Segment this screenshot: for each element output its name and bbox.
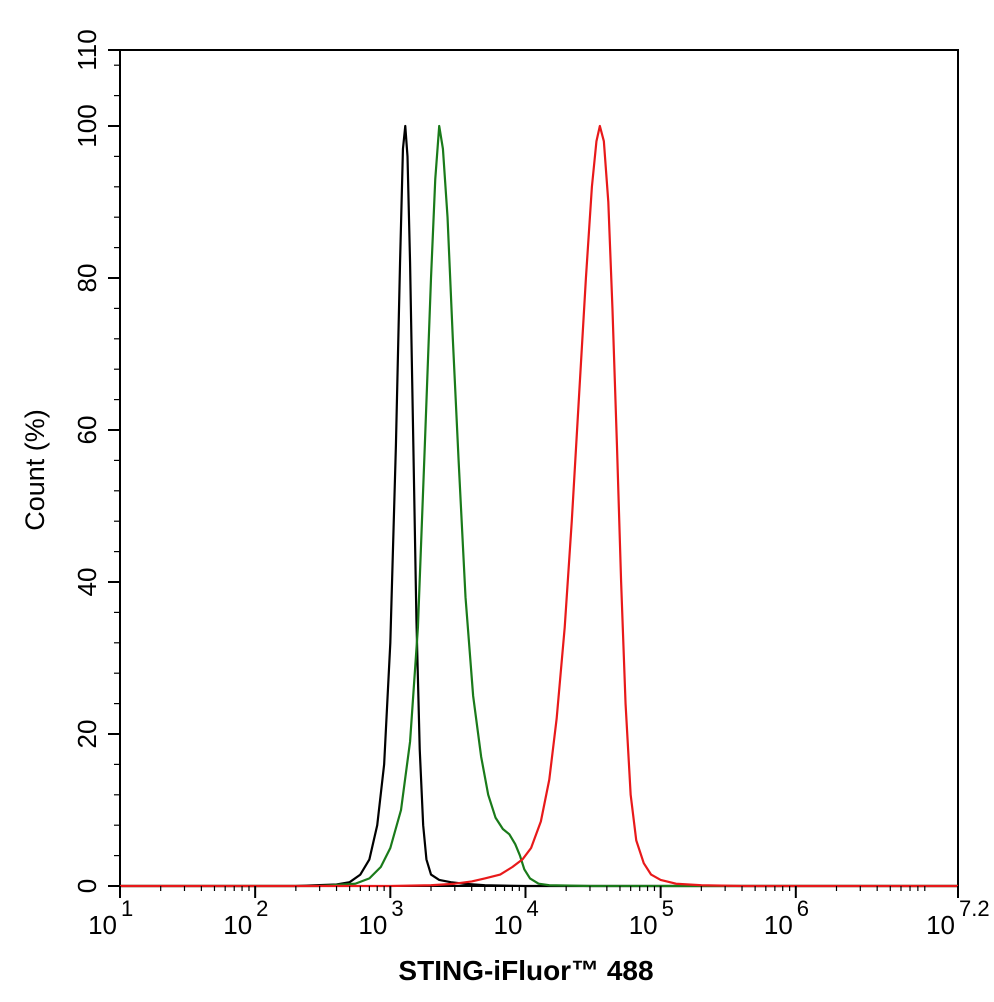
plot-frame-group bbox=[119, 49, 959, 887]
x-tick-label-0: 10 bbox=[88, 910, 117, 940]
x-tick-label-4: 10 bbox=[629, 910, 658, 940]
plot-frame bbox=[119, 49, 959, 887]
y-axis-title: Count (%) bbox=[20, 409, 50, 531]
x-axis-title: STING-iFluor™ 488 bbox=[398, 955, 653, 986]
x-tick-label-1: 10 bbox=[223, 910, 252, 940]
y-tick-label-4: 80 bbox=[72, 264, 102, 293]
x-tick-label-3: 10 bbox=[494, 910, 523, 940]
y-tick-label-6: 110 bbox=[72, 29, 102, 70]
x-tick-exponent-4: 5 bbox=[662, 896, 674, 921]
series-line-2 bbox=[120, 124, 958, 888]
x-tick-label-5: 10 bbox=[764, 910, 793, 940]
x-tick-exponent-1: 2 bbox=[256, 896, 268, 921]
y-tick-label-1: 20 bbox=[72, 720, 102, 749]
x-tick-exponent-6: 7.2 bbox=[959, 896, 990, 921]
x-tick-exponent-5: 6 bbox=[797, 896, 809, 921]
x-tick-exponent-2: 3 bbox=[391, 896, 403, 921]
y-tick-label-0: 0 bbox=[72, 879, 102, 893]
x-tick-label-2: 10 bbox=[358, 910, 387, 940]
series-line-1 bbox=[120, 124, 958, 888]
x-tick-exponent-0: 1 bbox=[121, 896, 133, 921]
y-axis: 0 20 40 60 80 100 110 bbox=[72, 29, 120, 893]
series-group bbox=[120, 124, 958, 888]
y-tick-label-5: 100 bbox=[72, 104, 102, 147]
x-tick-exponent-3: 4 bbox=[526, 896, 538, 921]
y-tick-label-3: 60 bbox=[72, 416, 102, 445]
y-tick-label-2: 40 bbox=[72, 568, 102, 597]
series-line-0 bbox=[120, 124, 958, 888]
x-tick-label-6: 10 bbox=[926, 910, 955, 940]
